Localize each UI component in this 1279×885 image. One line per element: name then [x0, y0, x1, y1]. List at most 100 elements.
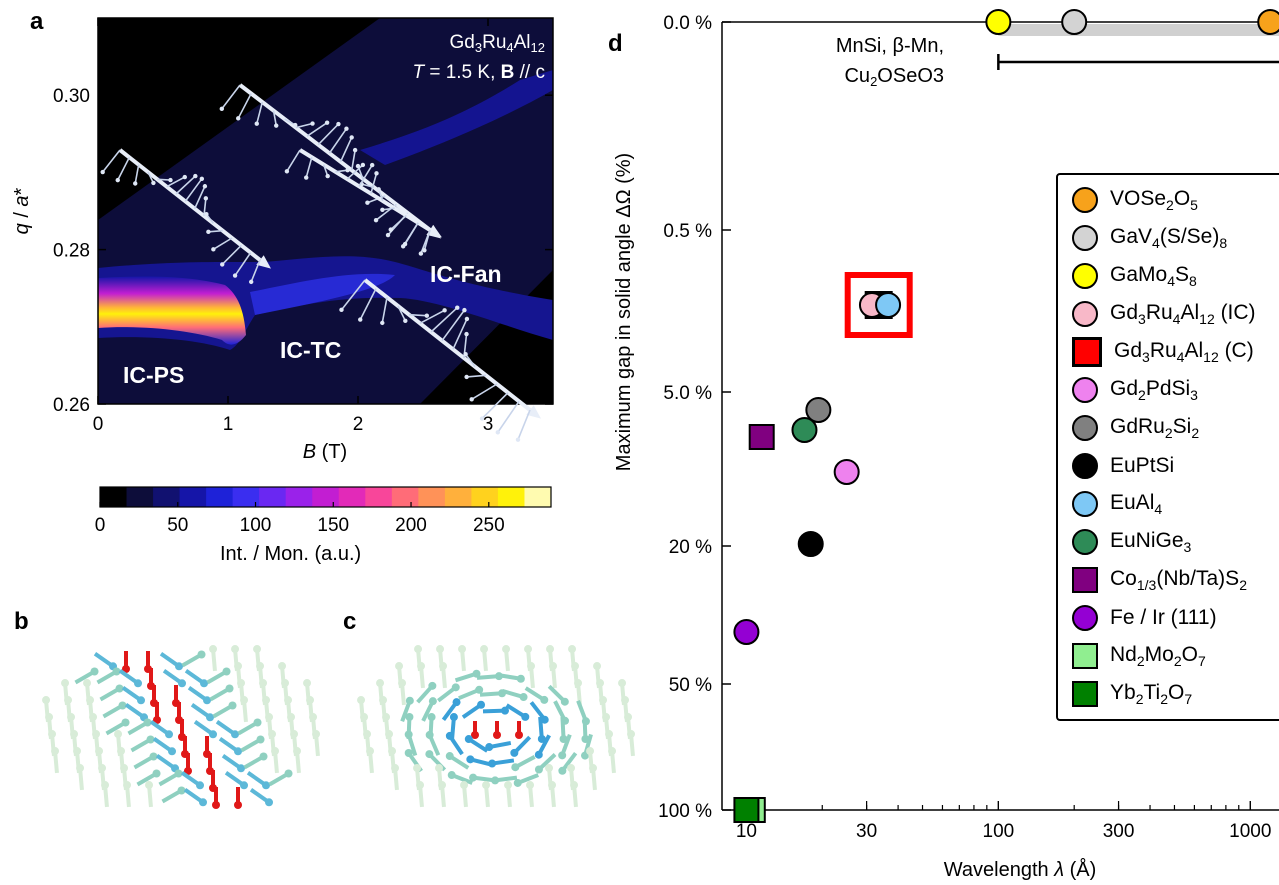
spin-arrow-head [271, 747, 280, 756]
panel-a-heatmap: 0 1 2 3 0.26 0.28 0.30 B (T) q / a* Gd3Ru4Al1… [11, 17, 554, 536]
spin-arrow-head [262, 696, 271, 705]
spin-arrow-head [220, 262, 225, 267]
spin-arrow-head [231, 645, 240, 654]
spin-arrow-head [70, 730, 79, 739]
legend-marker [1072, 643, 1098, 669]
spin-arrow-head [548, 781, 557, 790]
spin-arrow-head [455, 305, 460, 310]
panel-c-spin-texture [357, 645, 636, 808]
spin-arrow-head [312, 730, 321, 739]
spin-arrow-head [391, 764, 400, 773]
panel-b-label: b [14, 608, 29, 635]
spin-arrow [481, 392, 509, 420]
spin-arrow-head [380, 207, 385, 212]
spin-arrow [234, 252, 252, 276]
helix-axis-head [426, 224, 442, 238]
legend-marker [1072, 301, 1098, 327]
spin-arrow-head [464, 735, 473, 744]
spin-arrow-head [115, 684, 124, 693]
legend-item: Co1/3(Nb/Ta)S2 [1072, 563, 1247, 597]
spin-arrow-head [493, 731, 501, 739]
point-gdru2si2 [805, 397, 832, 423]
colorbar-frame [99, 486, 552, 508]
legend-label: Fe / Ir (111) [1110, 606, 1217, 629]
point-yb2ti2o7 [733, 797, 760, 823]
colorbar [99, 486, 552, 508]
colorbar-segment [285, 487, 313, 507]
legend-marker [1072, 681, 1098, 707]
spin-arrow-head [206, 229, 211, 235]
spin-arrow-head [380, 320, 385, 326]
spin-arrow-head [133, 181, 138, 186]
spin-arrow-head [464, 316, 470, 322]
legend-label: Gd3Ru4Al12 (IC) [1110, 300, 1256, 328]
condition-label: T = 1.5 K, B // c [412, 62, 545, 83]
legend-item: Fe / Ir (111) [1072, 601, 1217, 635]
spin-arrow [272, 110, 278, 126]
spin-arrow-head [376, 679, 385, 688]
point-gd2pdsi3 [833, 459, 860, 485]
ic-ps-intensity-band [98, 276, 246, 345]
spin-arrow-head [345, 168, 350, 173]
spin-arrow [237, 93, 252, 119]
spin-arrow-head [228, 701, 237, 710]
spin-arrow-head [436, 645, 445, 654]
spin-arrow [419, 309, 445, 325]
helix-left [100, 148, 272, 285]
legend-label: EuAl4 [1110, 490, 1163, 518]
spin-arrow [134, 164, 140, 184]
legend-item: VOSe2O5 [1072, 183, 1198, 217]
spin-arrow-head [427, 713, 436, 722]
spin-arrow-head [61, 679, 70, 688]
legend-marker [1072, 263, 1098, 289]
colorbar-tick-label: 150 [317, 515, 349, 536]
point-gamo4s8 [985, 9, 1012, 35]
spin-arrow [102, 149, 121, 173]
colorbar-segment [312, 487, 340, 507]
helix-axis [298, 148, 432, 232]
legend-marker [1072, 605, 1098, 631]
spin-arrow-head [222, 667, 231, 676]
spin-arrow-head [413, 764, 422, 773]
spin-arrow-head [204, 211, 209, 217]
spin-arrow-head [627, 730, 636, 739]
spin-arrow-head [92, 730, 101, 739]
spin-arrow-head [236, 116, 241, 121]
phase-label-ic-fan: IC-Fan [430, 261, 502, 287]
spin-arrow [250, 259, 261, 283]
legend-marker [1072, 567, 1098, 593]
d-ytick-label: 100 % [658, 801, 712, 822]
spin-arrow-head [558, 766, 567, 775]
spin-arrow-head [605, 730, 614, 739]
spin-arrow [423, 229, 431, 251]
spin-arrow-head [48, 730, 57, 739]
spin-arrow-head [76, 764, 85, 773]
helix-axis [363, 278, 532, 412]
spin-arrow-head [95, 747, 104, 756]
spin-arrow-head [422, 248, 427, 253]
spin-arrow-head [64, 696, 73, 705]
colorbar-segment [206, 487, 234, 507]
spin-arrow-head [519, 693, 528, 702]
spin-arrow-head [149, 752, 158, 761]
spin-arrow-head [369, 162, 375, 168]
spin-arrow-head [526, 781, 535, 790]
legend-marker [1072, 225, 1098, 251]
spin-arrow [381, 297, 388, 324]
legend: VOSe2O5 GaV4(S/Se)8 GaMo4S8 Gd3Ru4Al12 (IC)… [1056, 173, 1279, 721]
spin-arrow [208, 229, 223, 233]
spin-arrow-head [225, 684, 234, 693]
spin-arrow-head [445, 752, 454, 761]
spin-arrow-head [469, 397, 474, 402]
panel-c-label: c [343, 608, 357, 635]
spin-arrow-head [477, 700, 486, 709]
spin-arrow-head [395, 662, 404, 671]
spin-arrow-head [466, 755, 475, 764]
spin-arrow-head [121, 718, 130, 727]
spin-arrow [497, 400, 520, 433]
spin-arrow [430, 307, 458, 333]
ic-tc-intensity-band [250, 273, 395, 315]
spin-arrow-head [42, 696, 51, 705]
spin-arrow-head [428, 697, 437, 706]
legend-marker [1072, 529, 1098, 555]
